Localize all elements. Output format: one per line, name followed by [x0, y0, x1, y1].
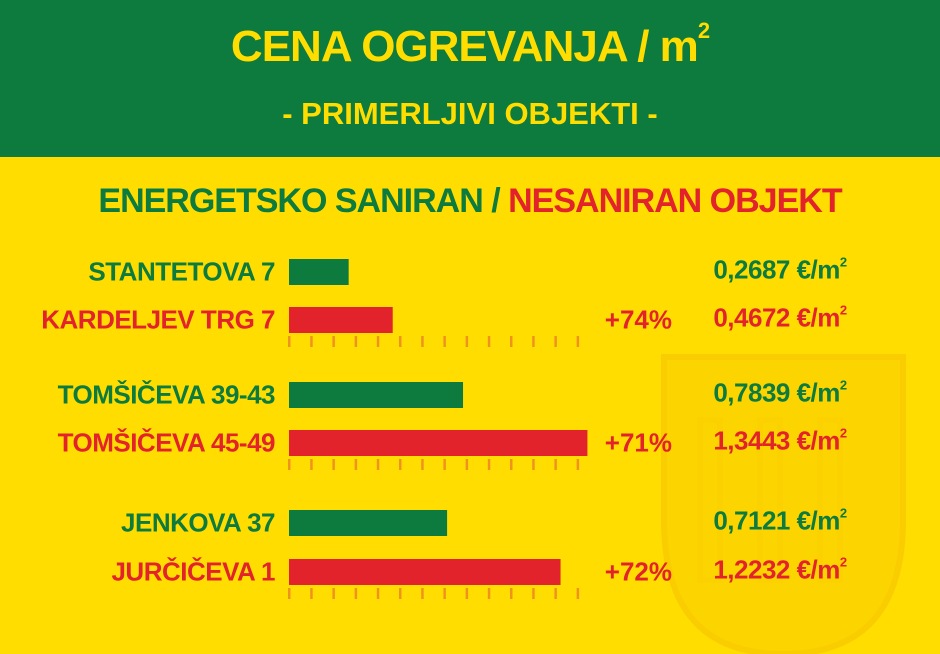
axis-tick [487, 588, 491, 599]
axis-tick [376, 459, 380, 470]
axis-tick [354, 336, 358, 347]
axis-tick [532, 459, 535, 470]
label-renovated-text: STANTETOVA 7 [88, 256, 275, 287]
diff-percent: +74% [605, 305, 672, 336]
title-text: CENA OGREVANJA / m [230, 22, 699, 71]
unit-sup: 2 [839, 505, 847, 521]
axis-tick [487, 336, 491, 347]
axis-tick [332, 336, 335, 347]
axis-tick [554, 336, 557, 347]
axis-tick [421, 336, 424, 347]
bar-renovated [289, 510, 448, 536]
axis-tick [576, 459, 580, 470]
diff-percent-text: +74% [604, 304, 672, 335]
axis-tick [354, 588, 358, 599]
value-unrenovated: 0,4672 €/m2 [700, 303, 860, 334]
label-renovated-text: TOMŠIČEVA 39-43 [57, 379, 276, 410]
axis-tick [310, 588, 313, 599]
bar-unrenovated [289, 430, 588, 456]
axis-tick [510, 336, 513, 347]
label-unrenovated-text: JURČIČEVA 1 [111, 556, 275, 587]
axis-tick [465, 336, 469, 347]
label-unrenovated-text: TOMŠIČEVA 45-49 [57, 427, 276, 458]
axis-tick [376, 336, 380, 347]
axis-tick [532, 336, 535, 347]
label-renovated: STANTETOVA 7 [88, 257, 275, 288]
axis-tick [288, 588, 291, 599]
label-renovated: TOMŠIČEVA 39-43 [57, 379, 276, 411]
axis-tick [487, 459, 491, 470]
bar-renovated [289, 382, 464, 408]
axis-tick [354, 459, 358, 470]
axis-tick [510, 459, 513, 470]
diff-percent: +72% [605, 557, 672, 588]
axis-tick [465, 588, 469, 599]
unit-sup: 2 [839, 302, 847, 318]
axis-tick [399, 588, 402, 599]
page-title: CENA OGREVANJA / m2 [0, 18, 940, 72]
axis-tick [510, 588, 513, 599]
axis-tick [554, 588, 557, 599]
value-renovated-text: 0,7121 €/m [713, 505, 840, 536]
axis-tick [310, 459, 313, 470]
axis-tick [443, 588, 446, 599]
diff-percent: +71% [605, 428, 672, 459]
diff-percent-text: +71% [604, 427, 672, 458]
axis-tick [399, 459, 402, 470]
axis-tick [576, 336, 580, 347]
legend-unrenovated: NESANIRAN OBJEKT [508, 182, 842, 220]
bar-unrenovated [289, 559, 561, 585]
value-renovated: 0,2687 €/m2 [700, 255, 860, 286]
shield-watermark-icon [661, 354, 906, 654]
axis-tick [288, 336, 291, 347]
value-unrenovated-text: 1,2232 €/m [713, 554, 840, 585]
axis-tick [465, 459, 469, 470]
bar-unrenovated [289, 307, 393, 333]
unit-sup: 2 [839, 554, 847, 570]
header-banner: CENA OGREVANJA / m2 - PRIMERLJIVI OBJEKT… [0, 0, 940, 157]
label-unrenovated-text: KARDELJEV TRG 7 [41, 304, 275, 335]
value-renovated-text: 0,2687 €/m [713, 254, 840, 285]
axis-tick [532, 588, 535, 599]
legend-separator: / [482, 182, 509, 220]
axis-tick [421, 459, 424, 470]
title-sup: 2 [697, 18, 710, 43]
label-unrenovated: JURČIČEVA 1 [111, 557, 275, 588]
legend-renovated: ENERGETSKO SANIRAN [98, 182, 483, 220]
diff-percent-text: +72% [604, 556, 672, 587]
unit-sup: 2 [839, 254, 847, 270]
bar-renovated [289, 259, 349, 285]
label-renovated: JENKOVA 37 [121, 508, 275, 539]
value-unrenovated-text: 1,3443 €/m [713, 425, 840, 456]
legend: ENERGETSKO SANIRAN / NESANIRAN OBJEKT [0, 182, 940, 221]
value-renovated: 0,7839 €/m2 [700, 378, 860, 409]
value-unrenovated: 1,2232 €/m2 [700, 555, 860, 586]
axis-tick [443, 336, 446, 347]
value-renovated-text: 0,7839 €/m [713, 377, 840, 408]
axis-tick [421, 588, 424, 599]
page-subtitle: - PRIMERLJIVI OBJEKTI - [282, 96, 658, 131]
axis-tick [576, 588, 580, 599]
label-unrenovated: TOMŠIČEVA 45-49 [57, 427, 276, 459]
axis-tick [376, 588, 380, 599]
axis-tick [288, 459, 291, 470]
value-renovated: 0,7121 €/m2 [700, 506, 860, 537]
label-renovated-text: JENKOVA 37 [121, 507, 275, 538]
axis-tick [332, 459, 335, 470]
value-unrenovated: 1,3443 €/m2 [700, 426, 860, 457]
axis-tick [554, 459, 557, 470]
axis-tick [332, 588, 335, 599]
unit-sup: 2 [839, 377, 847, 393]
unit-sup: 2 [839, 425, 847, 441]
value-unrenovated-text: 0,4672 €/m [713, 302, 840, 333]
axis-tick [310, 336, 313, 347]
axis-tick [399, 336, 402, 347]
axis-tick [443, 459, 446, 470]
label-unrenovated: KARDELJEV TRG 7 [41, 305, 275, 336]
